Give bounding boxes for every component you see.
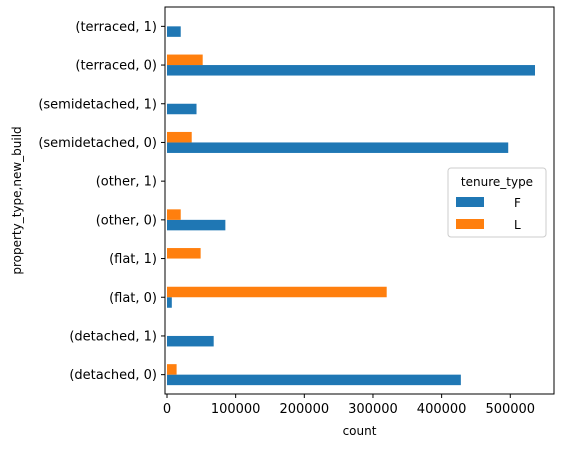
y-tick-label: (other, 0) — [96, 213, 157, 228]
y-tick-label: (semidetached, 1) — [38, 97, 157, 112]
bar-f-2 — [167, 297, 172, 308]
bar-f-0 — [167, 374, 461, 386]
bar-l-8 — [167, 54, 203, 66]
y-tick-label: (detached, 0) — [69, 368, 157, 383]
y-tick-label: (terraced, 0) — [75, 59, 157, 74]
x-tick-label: 200000 — [279, 402, 329, 417]
y-tick-label: (flat, 1) — [109, 252, 157, 267]
y-ticks: (detached, 0) (detached, 1) (flat, 0) (flat… — [38, 20, 165, 383]
bar-f-6 — [167, 142, 509, 153]
plot-frame — [164, 6, 555, 395]
legend-title: tenure_type — [461, 175, 533, 189]
y-tick-label: (other, 1) — [96, 175, 157, 190]
x-ticks: 0 100000 200000 300000 400000 500000 — [163, 394, 535, 417]
bar-l-3 — [167, 248, 201, 259]
y-tick-label: (detached, 1) — [69, 329, 157, 344]
bars-layer — [167, 26, 535, 386]
bar-f-4 — [167, 219, 226, 231]
legend-label-f: F — [514, 196, 521, 210]
legend: tenure_type F L — [447, 167, 547, 238]
legend-label-l: L — [514, 218, 521, 232]
bar-l-6 — [167, 131, 192, 143]
y-tick-label: (semidetached, 0) — [38, 136, 157, 151]
legend-swatch-l — [456, 219, 484, 229]
bar-f-8 — [167, 65, 535, 76]
bar-l-0 — [167, 364, 177, 375]
legend-swatch-f — [456, 197, 484, 207]
x-axis-label: count — [343, 424, 377, 438]
y-axis-label: property_type,new_build — [10, 126, 24, 274]
x-tick-label: 500000 — [485, 402, 535, 417]
x-tick-label: 400000 — [417, 402, 467, 417]
y-tick-label: (terraced, 1) — [75, 20, 157, 35]
y-tick-label: (flat, 0) — [109, 291, 157, 306]
bar-l-2 — [167, 286, 387, 298]
bar-f-9 — [167, 26, 181, 37]
bar-l-4 — [167, 209, 181, 220]
x-tick-label: 0 — [163, 402, 171, 417]
x-tick-label: 100000 — [211, 402, 261, 417]
bar-f-7 — [167, 103, 197, 115]
bar-f-1 — [167, 335, 214, 347]
axes-layer — [164, 6, 555, 395]
x-tick-label: 300000 — [348, 402, 398, 417]
